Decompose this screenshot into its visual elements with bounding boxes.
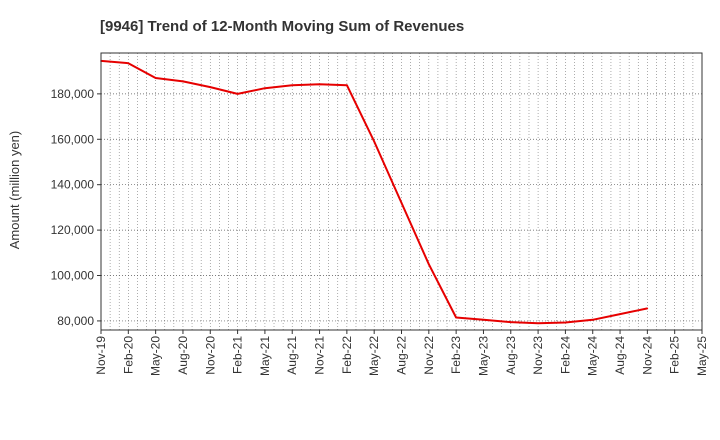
x-tick-label: Aug-20: [176, 336, 190, 375]
x-tick-label: Nov-20: [203, 336, 217, 375]
x-tick-label: Aug-22: [395, 336, 409, 375]
x-tick-label: Feb-24: [558, 336, 572, 374]
x-axis-ticks: Nov-19 Feb-20 May-20 Aug-20 Nov-20 Feb-21 May-…: [94, 330, 709, 376]
y-axis-label: Amount (million yen): [7, 131, 22, 250]
x-tick-label: Feb-20: [121, 336, 135, 374]
x-tick-label: Aug-23: [504, 336, 518, 375]
data-point: [509, 321, 512, 323]
y-tick-label: 140,000: [51, 178, 95, 192]
data-point: [373, 140, 375, 143]
x-tick-label: May-23: [476, 336, 490, 376]
data-point: [209, 86, 212, 88]
data-point: [318, 83, 321, 86]
x-tick-label: May-20: [149, 336, 163, 376]
x-tick-label: Nov-24: [640, 336, 654, 375]
x-tick-label: May-25: [695, 336, 709, 376]
data-point: [482, 318, 485, 321]
data-point: [236, 93, 239, 95]
x-tick-label: Feb-23: [449, 336, 463, 374]
data-point: [591, 318, 594, 321]
x-tick-label: May-24: [586, 336, 600, 376]
data-point: [537, 322, 539, 324]
x-tick-label: Nov-23: [531, 336, 545, 375]
x-tick-label: May-21: [258, 336, 272, 376]
data-point: [400, 202, 403, 204]
x-tick-label: Nov-21: [313, 336, 327, 375]
x-tick-label: May-22: [367, 336, 381, 376]
data-point: [154, 77, 157, 79]
data-point: [455, 316, 457, 319]
data-point: [127, 62, 130, 65]
y-tick-label: 160,000: [51, 132, 95, 146]
x-tick-label: Feb-22: [340, 336, 354, 374]
data-point: [619, 313, 621, 315]
data-point: [646, 307, 649, 310]
data-point: [291, 84, 294, 87]
x-tick-label: Aug-24: [613, 336, 627, 375]
x-tick-label: Aug-21: [285, 336, 299, 375]
plot-frame: [100, 52, 703, 331]
series-group: [100, 59, 649, 325]
data-point: [564, 321, 567, 324]
chart-title: [9946] Trend of 12-Month Moving Sum of R…: [100, 18, 464, 35]
x-tick-label: Nov-19: [94, 336, 108, 375]
y-tick-label: 180,000: [51, 87, 95, 101]
y-tick-label: 80,000: [57, 314, 94, 328]
grid-lines: [101, 53, 702, 330]
y-tick-label: 120,000: [51, 223, 95, 237]
x-tick-label: Nov-22: [422, 336, 436, 375]
data-point: [428, 263, 430, 265]
data-point: [264, 87, 266, 89]
data-point: [346, 84, 348, 87]
y-tick-label: 100,000: [51, 269, 95, 283]
series-line: [100, 59, 648, 325]
data-point: [182, 80, 184, 83]
y-axis-ticks: 80,000 100,000 120,000 140,000 160,000 180,00…: [51, 87, 101, 328]
x-tick-label: Feb-25: [668, 336, 682, 374]
x-tick-label: Feb-21: [231, 336, 245, 374]
